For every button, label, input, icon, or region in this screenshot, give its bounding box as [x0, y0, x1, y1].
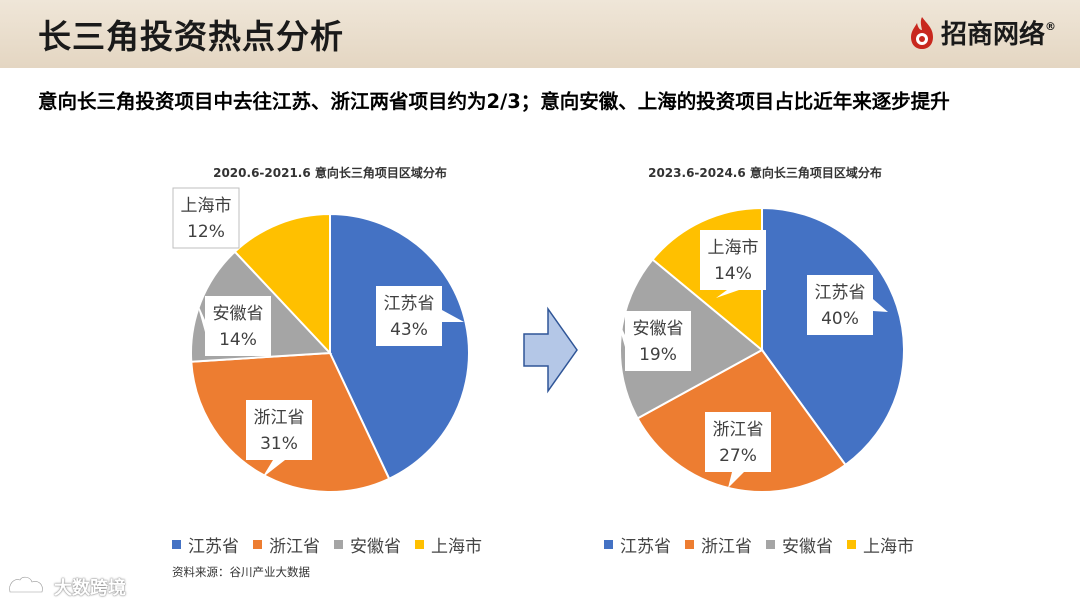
- legend-label: 安徽省: [782, 537, 833, 557]
- watermark: 大数跨境: [6, 574, 126, 600]
- data-label-1: 江苏省 40%: [807, 275, 888, 335]
- legend-swatch: [334, 540, 343, 549]
- slice-category-label: 浙江省: [254, 408, 305, 428]
- legend-label: 安徽省: [350, 537, 401, 557]
- legend-left: 江苏省 浙江省 安徽省 上海市: [172, 532, 496, 557]
- watermark-logo-icon: [8, 576, 44, 594]
- slice-category-label: 上海市: [181, 196, 232, 216]
- legend-item: 安徽省: [334, 532, 401, 557]
- slice-value-label: 14%: [219, 330, 257, 350]
- legend-item: 江苏省: [172, 532, 239, 557]
- slice-value-label: 14%: [714, 264, 752, 284]
- slice-value-label: 12%: [187, 222, 225, 242]
- callout-box: [807, 275, 888, 335]
- slice-value-label: 19%: [639, 345, 677, 365]
- legend-label: 江苏省: [620, 537, 671, 557]
- pie-chart-right: 江苏省 40% 浙江省 27% 安徽省 19% 上海市 14%: [616, 206, 905, 493]
- legend-label: 浙江省: [269, 537, 320, 557]
- brand-name: 招商网络: [940, 20, 1045, 50]
- data-label-2: 浙江省 27%: [705, 412, 771, 488]
- legend-swatch: [847, 540, 856, 549]
- slice-category-label: 上海市: [708, 238, 759, 258]
- callout-box: [196, 296, 271, 356]
- slice-value-label: 31%: [260, 434, 298, 454]
- page-title: 长三角投资热点分析: [38, 17, 344, 56]
- slice-category-label: 安徽省: [633, 319, 684, 339]
- slice-category-label: 安徽省: [213, 304, 264, 324]
- callout-box: [376, 286, 464, 346]
- data-label-2: 浙江省 31%: [246, 400, 312, 478]
- source-note: 资料来源：谷川产业大数据: [172, 565, 310, 579]
- slice-value-label: 43%: [390, 320, 428, 340]
- pie-slice-3: [619, 258, 764, 420]
- chart-title-right: 2023.6-2024.6 意向长三角项目区域分布: [648, 166, 882, 180]
- chart-title-left: 2020.6-2021.6 意向长三角项目区域分布: [213, 166, 447, 180]
- callout-box: [700, 230, 766, 298]
- legend-swatch: [604, 540, 613, 549]
- pie-chart-left: 江苏省 43% 浙江省 31% 安徽省 14% 上海市 12%: [172, 187, 470, 493]
- legend-item: 江苏省: [604, 532, 671, 557]
- slice-value-label: 40%: [821, 309, 859, 329]
- legend-item: 浙江省: [685, 532, 752, 557]
- slice-value-label: 27%: [719, 446, 757, 466]
- header-bar: 长三角投资热点分析 招商网络 ®: [0, 0, 1080, 68]
- legend-label: 上海市: [431, 537, 482, 557]
- legend-swatch: [766, 540, 775, 549]
- data-label-4: 上海市 14%: [700, 230, 766, 298]
- legend-swatch: [685, 540, 694, 549]
- slice-category-label: 江苏省: [815, 283, 866, 303]
- legend-right: 江苏省 浙江省 安徽省 上海市: [604, 532, 928, 557]
- watermark-text: 大数跨境: [54, 578, 126, 599]
- legend-item: 上海市: [415, 532, 482, 557]
- legend-label: 上海市: [863, 537, 914, 557]
- slice-category-label: 浙江省: [713, 420, 764, 440]
- brand-logo: 招商网络 ®: [907, 14, 1056, 51]
- data-label-1: 江苏省 43%: [376, 286, 464, 346]
- data-label-4: 上海市 12%: [172, 187, 240, 249]
- legend-swatch: [253, 540, 262, 549]
- subtitle: 意向长三角投资项目中去往江苏、浙江两省项目约为2/3；意向安徽、上海的投资项目占…: [38, 90, 950, 113]
- legend-label: 浙江省: [701, 537, 752, 557]
- callout-box: [705, 412, 771, 488]
- slice-category-label: 江苏省: [384, 294, 435, 314]
- legend-item: 浙江省: [253, 532, 320, 557]
- legend-item: 安徽省: [766, 532, 833, 557]
- pie-slice-1: [329, 212, 470, 481]
- legend-item: 上海市: [847, 532, 914, 557]
- flame-icon: [910, 16, 933, 49]
- registered-mark: ®: [1045, 20, 1056, 33]
- callout-box: [246, 400, 312, 478]
- right-arrow-icon: [523, 306, 578, 394]
- callout-box: [616, 311, 691, 371]
- data-label-3: 安徽省 14%: [196, 296, 271, 356]
- data-label-3: 安徽省 19%: [616, 311, 691, 371]
- pie-slice-1: [761, 206, 905, 467]
- legend-label: 江苏省: [188, 537, 239, 557]
- callout-box: [172, 187, 240, 249]
- legend-swatch: [415, 540, 424, 549]
- legend-swatch: [172, 540, 181, 549]
